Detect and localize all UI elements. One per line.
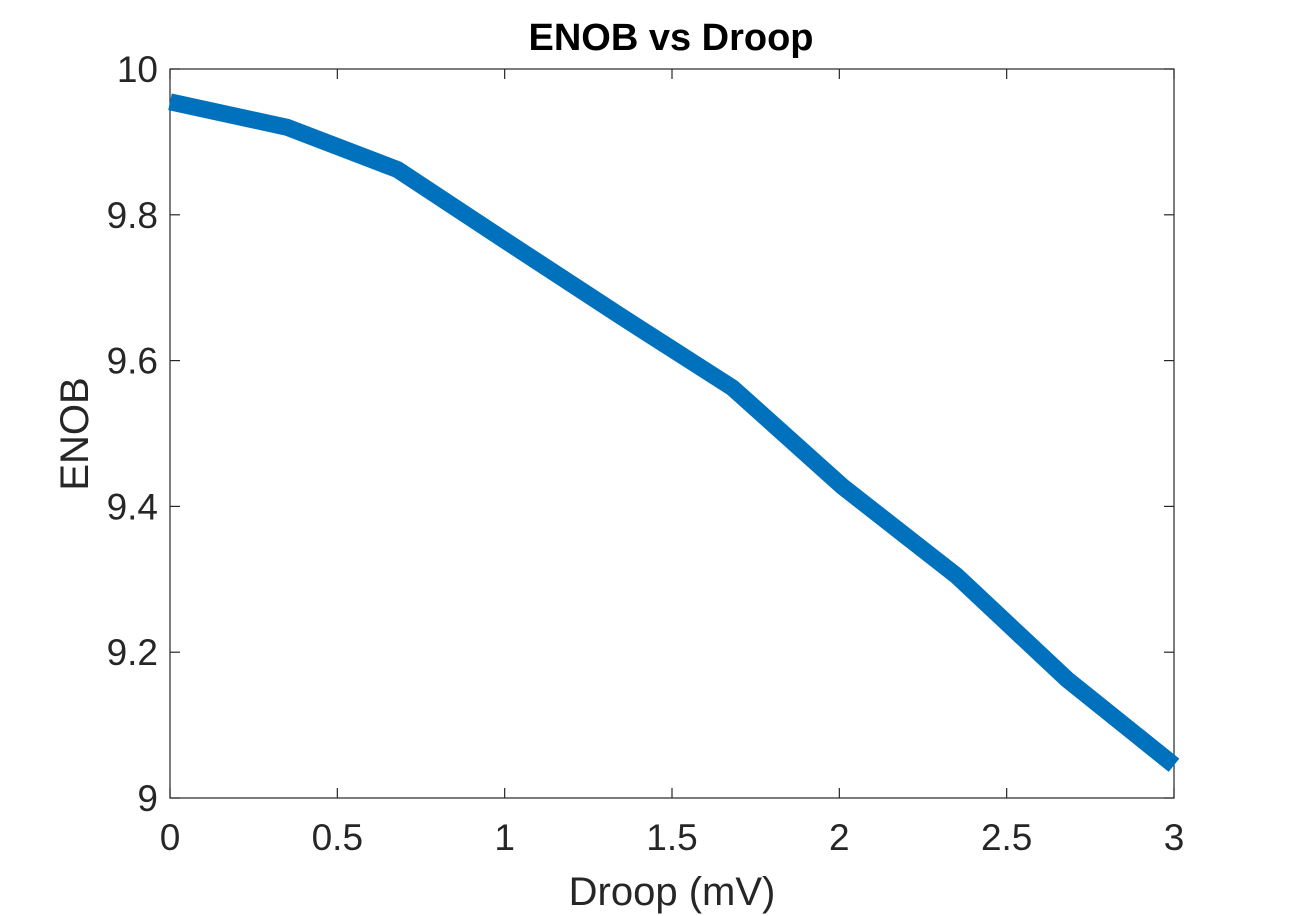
x-tick-label: 0 <box>160 817 181 858</box>
x-tick-label: 1.5 <box>646 817 697 858</box>
x-tick-label: 2.5 <box>981 817 1032 858</box>
y-tick-label: 10 <box>117 49 158 90</box>
x-tick-labels: 0 0.5 1 1.5 2 2.5 3 <box>160 817 1185 858</box>
x-tick-label: 2 <box>829 817 850 858</box>
plot-area <box>169 68 1175 799</box>
x-axis-label: Droop (mV) <box>569 870 776 914</box>
y-tick-label: 9 <box>137 778 158 819</box>
axis-ticks <box>169 68 1175 799</box>
y-tick-label: 9.6 <box>107 341 158 382</box>
x-tick-label: 3 <box>1164 817 1185 858</box>
series-layer <box>168 93 1180 772</box>
y-tick-label: 9.4 <box>107 486 158 527</box>
y-tick-label: 9.2 <box>107 632 158 673</box>
x-tick-label: 0.5 <box>312 817 363 858</box>
chart-title: ENOB vs Droop <box>528 17 813 59</box>
x-tick-label: 1 <box>494 817 515 858</box>
series-line <box>168 93 1180 772</box>
y-tick-labels: 9 9.2 9.4 9.6 9.8 10 <box>107 49 158 819</box>
y-tick-label: 9.8 <box>107 195 158 236</box>
y-axis-label: ENOB <box>53 377 97 490</box>
